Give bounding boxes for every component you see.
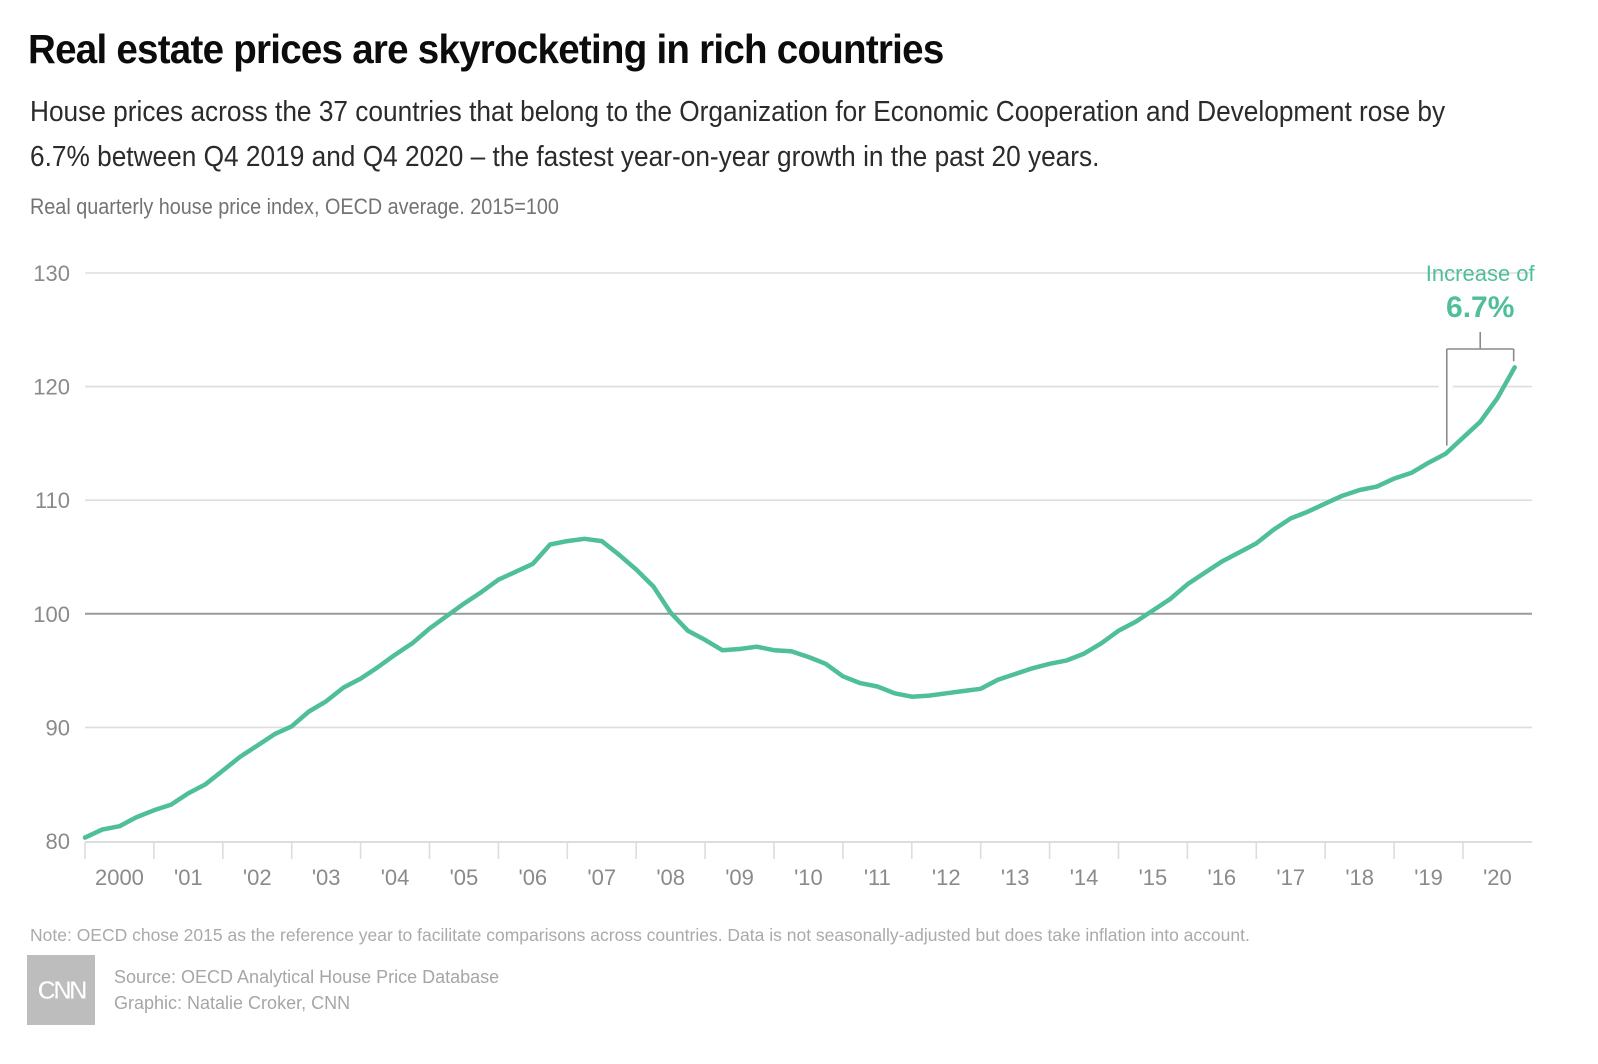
x-tick-label: '03 <box>312 865 341 890</box>
graphic-credit: Graphic: Natalie Croker, CNN <box>114 993 351 1013</box>
x-tick-label: '04 <box>381 865 410 890</box>
annotation-value: 6.7% <box>1446 291 1514 324</box>
x-tick-label: '15 <box>1139 865 1168 890</box>
gridlines <box>85 272 1532 729</box>
x-tick-label: '19 <box>1414 865 1443 890</box>
y-axis-ticks: 80 90 100 110 120 130 <box>33 261 70 854</box>
x-tick-label: '05 <box>450 865 479 890</box>
y-tick-label: 130 <box>33 261 70 286</box>
x-tick-label: '08 <box>656 865 685 890</box>
x-tick-label: '13 <box>1001 865 1030 890</box>
x-tick-label: '09 <box>725 865 754 890</box>
gridline-gap <box>1438 384 1453 389</box>
y-tick-label: 80 <box>46 829 70 854</box>
series-layer <box>82 365 1517 840</box>
annotation-label: Increase of <box>1426 261 1536 286</box>
x-tick-label: '07 <box>587 865 616 890</box>
cnn-logo-text: CNN <box>37 974 88 1005</box>
x-tick-label: '11 <box>864 865 891 890</box>
x-tick-label: '20 <box>1483 865 1512 890</box>
y-axis-description: Real quarterly house price index, OECD a… <box>30 194 559 219</box>
line-chart: 80 90 100 110 120 130 2000 '01 '02 '03 '04 '05 '06 '… <box>33 261 1536 890</box>
y-tick-label: 100 <box>33 602 70 627</box>
x-tick-label: '06 <box>519 865 548 890</box>
x-tick-label: '02 <box>243 865 272 890</box>
y-tick-label: 110 <box>35 488 70 513</box>
x-tick-label: '16 <box>1208 865 1237 890</box>
y-tick-label: 90 <box>46 715 70 740</box>
y-tick-label: 120 <box>33 375 70 400</box>
x-tick-label: '18 <box>1345 865 1374 890</box>
x-tick-label: '10 <box>794 865 823 890</box>
x-tick-label: '12 <box>932 865 961 890</box>
cnn-logo: CNN <box>27 955 95 1025</box>
x-tick-label: '14 <box>1070 865 1099 890</box>
increase-annotation: Increase of 6.7% <box>1426 261 1536 446</box>
x-tick-label: 2000 <box>95 865 144 890</box>
chart-subtitle: House prices across the 37 countries tha… <box>30 96 1446 173</box>
footnote: Note: OECD chose 2015 as the reference y… <box>30 925 1250 945</box>
series-line <box>82 365 1517 840</box>
chart-title: Real estate prices are skyrocketing in r… <box>28 26 944 72</box>
x-axis: 2000 '01 '02 '03 '04 '05 '06 '07 '08 '09 '10 '11 '12… <box>84 841 1532 890</box>
x-tick-label: '01 <box>174 865 203 890</box>
source-credit: Source: OECD Analytical House Price Data… <box>114 967 500 987</box>
x-tick-label: '17 <box>1276 865 1305 890</box>
